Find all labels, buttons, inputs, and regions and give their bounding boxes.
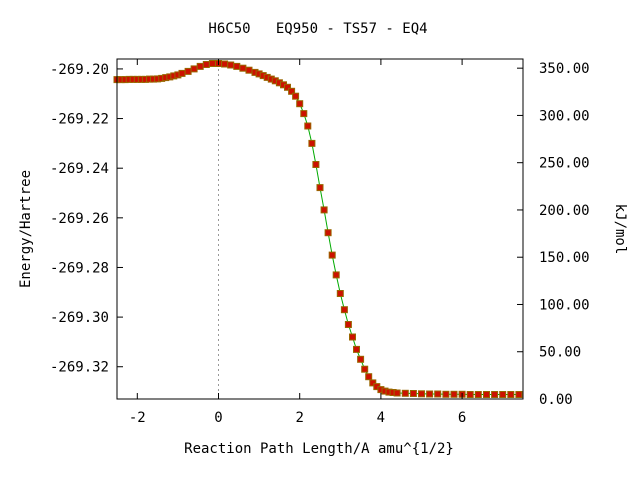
y2-tick-label: 100.00 bbox=[539, 297, 590, 313]
data-point bbox=[233, 62, 241, 70]
y2-axis-ticks: 0.00 50.00 100.00 150.00 200.00 250.00 300.00 3… bbox=[517, 61, 590, 408]
y-tick-label: -269.24 bbox=[50, 161, 109, 177]
y2-tick-label: 0.00 bbox=[539, 392, 573, 408]
data-point bbox=[418, 390, 425, 398]
data-point bbox=[208, 60, 216, 67]
data-point bbox=[202, 61, 210, 68]
data-point bbox=[196, 62, 204, 70]
y2-axis-label: kJ/mol bbox=[612, 204, 628, 255]
y2-tick-label: 250.00 bbox=[539, 156, 590, 172]
x-tick-label: 0 bbox=[214, 410, 222, 426]
y-tick-label: -269.26 bbox=[50, 211, 109, 227]
data-point bbox=[499, 391, 507, 398]
data-point bbox=[466, 391, 474, 398]
y-tick-label: -269.20 bbox=[50, 62, 109, 78]
y2-tick-label: 300.00 bbox=[539, 108, 590, 124]
data-point bbox=[296, 100, 304, 108]
data-point bbox=[344, 321, 352, 328]
x-axis-ticks: -2 0 2 4 6 bbox=[129, 59, 466, 426]
energy-profile-series bbox=[113, 60, 523, 398]
data-point bbox=[474, 391, 482, 398]
data-point bbox=[320, 206, 328, 214]
data-point bbox=[292, 92, 300, 100]
y-axis-ticks: -269.20 -269.22 -269.24 -269.26 -269.28 -269.… bbox=[50, 62, 123, 376]
data-point bbox=[190, 65, 198, 73]
y-tick-label: -269.32 bbox=[50, 360, 109, 376]
data-point bbox=[332, 271, 340, 279]
data-point bbox=[221, 60, 229, 68]
data-point bbox=[365, 373, 373, 381]
data-point bbox=[178, 69, 186, 77]
data-point bbox=[483, 391, 490, 398]
data-point bbox=[401, 389, 409, 397]
data-point bbox=[442, 390, 450, 398]
y-tick-label: -269.22 bbox=[50, 112, 109, 128]
data-point bbox=[184, 67, 192, 75]
data-point bbox=[340, 306, 348, 314]
data-point bbox=[393, 389, 401, 397]
data-point bbox=[434, 390, 442, 398]
energy-curve bbox=[117, 63, 519, 395]
plot-frame bbox=[116, 58, 524, 400]
x-tick-label: 4 bbox=[377, 410, 385, 426]
data-point bbox=[328, 251, 336, 259]
data-point bbox=[426, 390, 434, 398]
chart-title: H6C50 EQ950 - TS57 - EQ4 bbox=[208, 21, 427, 37]
data-point bbox=[450, 390, 458, 398]
data-point bbox=[288, 87, 296, 95]
data-point bbox=[245, 66, 253, 74]
data-point bbox=[324, 229, 332, 237]
data-point bbox=[507, 391, 515, 398]
data-point bbox=[227, 61, 235, 69]
y2-tick-label: 200.00 bbox=[539, 203, 590, 219]
data-point bbox=[349, 333, 356, 341]
data-point bbox=[312, 161, 320, 168]
x-axis-label: Reaction Path Length/A amu^{1/2} bbox=[184, 441, 454, 457]
y-tick-label: -269.30 bbox=[50, 310, 109, 326]
y2-tick-label: 50.00 bbox=[539, 345, 581, 361]
y-tick-label: -269.28 bbox=[50, 260, 109, 276]
data-point bbox=[357, 355, 365, 363]
y2-tick-label: 150.00 bbox=[539, 250, 590, 266]
data-point bbox=[308, 139, 316, 147]
data-point bbox=[361, 365, 369, 373]
data-point bbox=[491, 391, 499, 398]
data-point bbox=[353, 345, 360, 353]
data-point bbox=[409, 390, 417, 397]
data-point bbox=[316, 184, 324, 192]
x-tick-label: 6 bbox=[458, 410, 466, 426]
data-point bbox=[239, 64, 247, 72]
data-point bbox=[284, 83, 291, 91]
x-tick-label: 2 bbox=[295, 410, 303, 426]
data-point bbox=[336, 290, 344, 297]
data-point bbox=[300, 110, 308, 118]
x-tick-label: -2 bbox=[129, 410, 146, 426]
y2-tick-label: 350.00 bbox=[539, 61, 590, 77]
y-axis-label: Energy/Hartree bbox=[18, 170, 34, 288]
data-point bbox=[304, 122, 312, 130]
data-point bbox=[515, 391, 523, 398]
data-point bbox=[369, 379, 377, 387]
